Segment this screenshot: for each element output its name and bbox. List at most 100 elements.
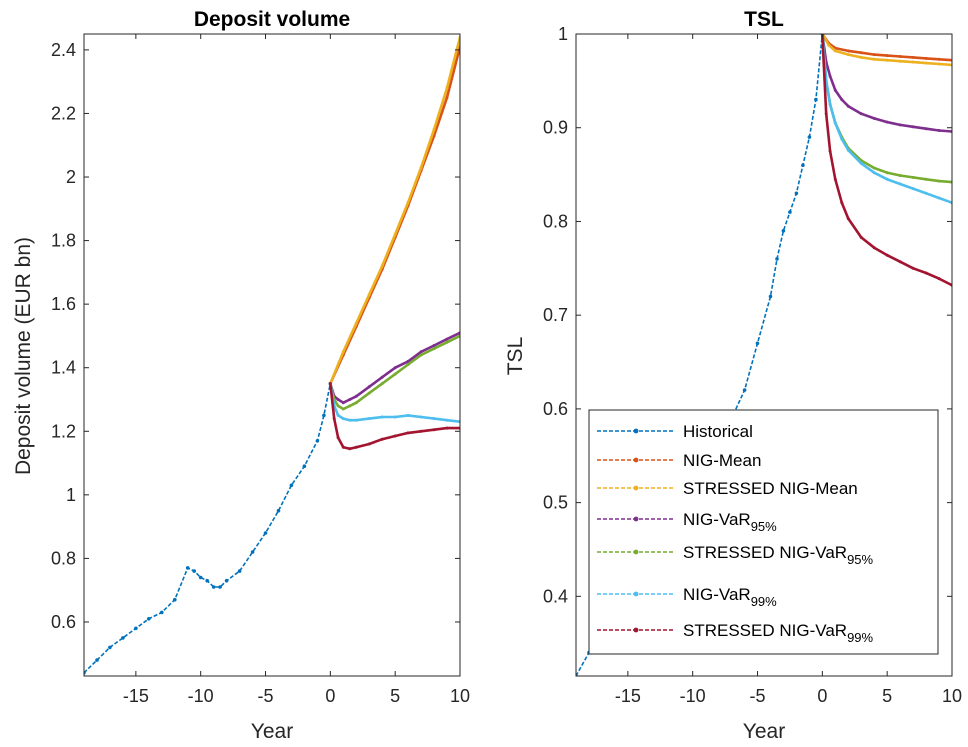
- data-point: [380, 437, 384, 441]
- data-point: [898, 59, 902, 63]
- data-point: [406, 363, 410, 366]
- data-point: [924, 61, 928, 65]
- data-point: [419, 166, 423, 169]
- y-tick-label: 2.4: [51, 40, 76, 60]
- data-point: [367, 391, 371, 395]
- data-point: [134, 626, 138, 631]
- data-point: [393, 372, 397, 376]
- data-point: [898, 260, 902, 264]
- data-point: [336, 413, 340, 417]
- data-point: [406, 359, 410, 363]
- data-point: [322, 413, 326, 418]
- chart-title: TSL: [744, 8, 784, 31]
- data-point: [380, 382, 384, 386]
- data-point: [781, 229, 786, 233]
- data-point: [445, 86, 449, 90]
- legend-marker: [633, 627, 639, 633]
- data-point: [924, 56, 928, 60]
- data-point: [192, 569, 196, 573]
- data-point: [885, 120, 889, 124]
- data-point: [336, 398, 340, 401]
- data-point: [341, 401, 345, 405]
- legend-label: Historical: [683, 422, 753, 441]
- legend-label-subscript: 99%: [847, 630, 873, 645]
- data-point: [859, 55, 863, 59]
- data-point: [872, 57, 876, 61]
- data-point: [872, 53, 876, 57]
- data-point: [302, 464, 307, 469]
- data-point: [824, 112, 828, 116]
- legend-marker: [633, 485, 639, 491]
- chart-title: Deposit volume: [194, 8, 350, 31]
- data-point: [393, 366, 397, 370]
- data-point: [108, 645, 112, 650]
- axes-box: [83, 33, 461, 677]
- x-tick-label: -15: [615, 686, 641, 706]
- legend-marker: [633, 457, 639, 463]
- y-axis-title: Deposit volume (EUR bn): [12, 237, 35, 475]
- data-point: [840, 137, 844, 141]
- data-point: [121, 636, 125, 640]
- series-line: [821, 34, 952, 204]
- data-point: [289, 483, 294, 488]
- data-point: [348, 398, 352, 401]
- chart-deposit-volume: Deposit volume Year Deposit volume (EUR …: [12, 8, 470, 743]
- legend-marker: [633, 549, 639, 555]
- data-point: [315, 439, 320, 443]
- data-point: [937, 62, 941, 66]
- data-point: [354, 445, 358, 449]
- data-point: [846, 217, 850, 221]
- data-point: [367, 293, 371, 297]
- data-point: [237, 569, 242, 573]
- x-tick-label: 0: [817, 686, 827, 706]
- data-point: [898, 123, 902, 127]
- x-tick-label: 0: [325, 686, 335, 706]
- data-point: [160, 610, 164, 615]
- data-point: [898, 55, 902, 58]
- x-tick-label: 5: [882, 686, 892, 706]
- x-tick-label: -10: [188, 686, 214, 706]
- y-tick-label: 0.6: [543, 399, 568, 419]
- data-point: [885, 54, 889, 58]
- y-tick-label: 0.7: [543, 305, 568, 325]
- x-tick-label: 5: [390, 686, 400, 706]
- data-point: [419, 415, 423, 419]
- data-point: [833, 177, 837, 181]
- data-point: [211, 585, 216, 589]
- data-point: [801, 163, 805, 167]
- data-point: [341, 407, 345, 411]
- y-tick-label: 1.6: [51, 294, 76, 314]
- data-point: [924, 177, 928, 181]
- x-axis-title: Year: [251, 720, 293, 743]
- data-point: [380, 375, 384, 379]
- data-point: [885, 253, 889, 257]
- legend-label-subscript: 99%: [751, 594, 777, 609]
- data-point: [859, 112, 863, 116]
- legend-label-subscript: 95%: [847, 552, 873, 567]
- data-point: [814, 97, 818, 102]
- data-point: [828, 102, 832, 106]
- data-point: [794, 191, 799, 196]
- data-point: [367, 442, 371, 446]
- data-point: [840, 201, 844, 205]
- data-point: [173, 597, 177, 602]
- y-tick-label: 1.2: [51, 421, 76, 441]
- data-point: [205, 578, 209, 583]
- axes-box: [575, 33, 953, 677]
- data-point: [432, 127, 436, 131]
- data-point: [332, 417, 336, 421]
- legend-box: [588, 409, 939, 655]
- data-point: [911, 175, 915, 179]
- series-line: [821, 34, 952, 287]
- data-point: [419, 429, 423, 433]
- data-point: [336, 436, 340, 440]
- data-point: [185, 566, 190, 570]
- data-point: [872, 116, 876, 120]
- legend-marker: [633, 516, 639, 522]
- chart-tsl: TSL Year TSL -15 -10 -5 0 5 10 0.4 0.5 0.6 0.7 0.8…: [504, 8, 962, 743]
- x-tick-label: 10: [450, 686, 470, 706]
- data-point: [341, 417, 345, 421]
- data-point: [354, 418, 358, 422]
- legend-label-subscript: 95%: [751, 519, 777, 534]
- data-point: [380, 415, 384, 419]
